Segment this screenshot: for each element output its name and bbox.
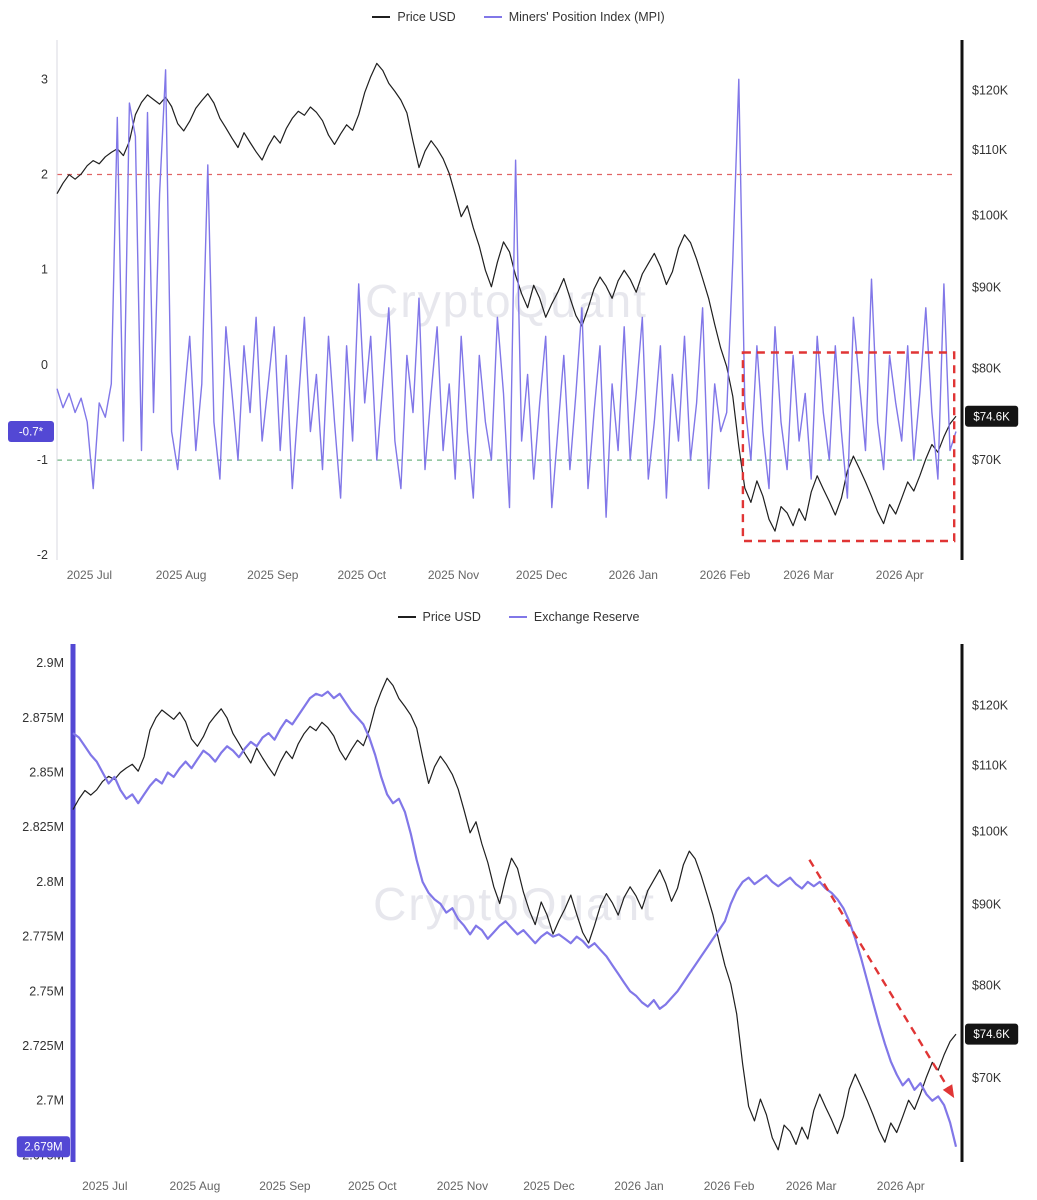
legend-label-price-usd-2: Price USD <box>422 610 481 624</box>
mpi-chart-legend: Price USD Miners' Position Index (MPI) <box>0 10 1037 24</box>
right-axis-badge <box>965 1023 1019 1045</box>
left-axis-badge <box>8 421 54 442</box>
left-tick-label: 2.85M <box>29 766 64 780</box>
right-tick-label: $120K <box>972 83 1009 97</box>
left-axis-badge-label: -0.7* <box>19 427 44 439</box>
x-tick-label: 2025 Nov <box>437 1179 488 1193</box>
left-tick-label: 2.725M <box>22 1039 64 1053</box>
left-tick-label: 1 <box>41 263 48 277</box>
legend-item-price-usd-2[interactable]: Price USD <box>397 610 481 624</box>
exchange-reserve-chart-canvas[interactable]: CryptoQuant 2025 Jul 2025 Aug 2025 Sep 2025 … <box>0 600 1037 1200</box>
left-tick-label: -2 <box>37 548 48 562</box>
left-tick-label: 0 <box>41 358 48 372</box>
x-tick-label: 2025 Jul <box>82 1179 127 1193</box>
right-tick-label: $110K <box>972 759 1008 773</box>
right-axis-badge-label: $74.6K <box>973 411 1010 423</box>
left-tick-label: 2.75M <box>29 984 64 998</box>
left-tick-label: 2.825M <box>22 820 64 834</box>
right-tick-label: $80K <box>972 361 1002 375</box>
legend-label-exchange-reserve: Exchange Reserve <box>533 610 640 624</box>
legend-item-price-usd[interactable]: Price USD <box>372 10 456 24</box>
left-tick-label: -1 <box>37 453 48 467</box>
right-tick-label: $70K <box>972 453 1002 467</box>
left-tick-label: 2.7M <box>36 1094 64 1108</box>
right-tick-label: $70K <box>972 1071 1002 1085</box>
x-tick-label: 2026 Jan <box>609 568 658 582</box>
price-line-swatch-icon <box>372 16 391 18</box>
x-tick-label: 2025 Oct <box>337 568 386 582</box>
legend-label-mpi: Miners' Position Index (MPI) <box>508 10 665 24</box>
left-tick-label: 2.775M <box>22 930 64 944</box>
x-tick-label: 2026 Feb <box>704 1179 755 1193</box>
left-tick-label: 2.875M <box>22 711 64 725</box>
x-tick-label: 2026 Feb <box>700 568 751 582</box>
mpi-series <box>56 69 957 518</box>
exchange-reserve-chart-panel: Price USD Exchange Reserve CryptoQuant 20… <box>0 600 1037 1200</box>
x-tick-label: 2025 Jul <box>67 568 112 582</box>
watermark: CryptoQuant <box>365 275 648 327</box>
x-tick-label: 2026 Apr <box>876 568 924 582</box>
right-tick-label: $90K <box>972 281 1002 295</box>
x-tick-label: 2025 Aug <box>170 1179 221 1193</box>
x-tick-label: 2026 Mar <box>786 1179 837 1193</box>
exchange-reserve-chart-legend: Price USD Exchange Reserve <box>0 610 1037 624</box>
right-axis-badge-label: $74.6K <box>973 1029 1010 1041</box>
highlight-rect <box>741 351 956 543</box>
x-tick-label: 2026 Jan <box>614 1179 663 1193</box>
mpi-chart-panel: Price USD Miners' Position Index (MPI) C… <box>0 0 1037 600</box>
watermark: CryptoQuant <box>373 878 656 930</box>
right-tick-label: $100K <box>972 824 1009 838</box>
right-tick-label: $120K <box>972 698 1009 712</box>
trend-arrow-head <box>942 1084 955 1099</box>
x-tick-label: 2025 Aug <box>156 568 207 582</box>
legend-item-exchange-reserve[interactable]: Exchange Reserve <box>508 610 640 624</box>
mpi-chart-canvas[interactable]: CryptoQuant 2025 Jul 2025 Aug 2025 Sep 2025 … <box>0 0 1037 600</box>
exchange-reserve-line-swatch-icon <box>508 616 527 618</box>
x-tick-label: 2025 Dec <box>523 1179 574 1193</box>
x-tick-label: 2025 Dec <box>516 568 567 582</box>
x-tick-label: 2025 Sep <box>259 1179 311 1193</box>
left-axis-badge <box>16 1136 70 1158</box>
price-usd-series <box>56 62 957 532</box>
left-tick-label: 2.9M <box>36 656 64 670</box>
trend-arrow-shaft <box>808 859 951 1092</box>
x-tick-label: 2025 Nov <box>428 568 479 582</box>
x-tick-label: 2026 Mar <box>783 568 834 582</box>
left-axis-badge-label: 2.679M <box>24 1142 62 1154</box>
legend-label-price-usd: Price USD <box>397 10 456 24</box>
legend-item-mpi[interactable]: Miners' Position Index (MPI) <box>483 10 665 24</box>
right-axis-badge <box>965 405 1019 427</box>
right-tick-label: $100K <box>972 208 1009 222</box>
mpi-line-swatch-icon <box>483 16 502 18</box>
left-tick-label: 2 <box>41 168 48 182</box>
right-tick-label: $90K <box>972 897 1002 911</box>
x-tick-label: 2025 Oct <box>348 1179 397 1193</box>
exchange-reserve-series <box>72 690 958 1147</box>
price-usd-series <box>72 677 957 1151</box>
right-tick-label: $110K <box>972 143 1008 157</box>
x-tick-label: 2026 Apr <box>877 1179 925 1193</box>
left-tick-label: 2.8M <box>36 875 64 889</box>
right-tick-label: $80K <box>972 979 1002 993</box>
x-tick-label: 2025 Sep <box>247 568 299 582</box>
price-line-swatch-icon <box>397 616 416 618</box>
left-tick-label: 3 <box>41 72 48 86</box>
